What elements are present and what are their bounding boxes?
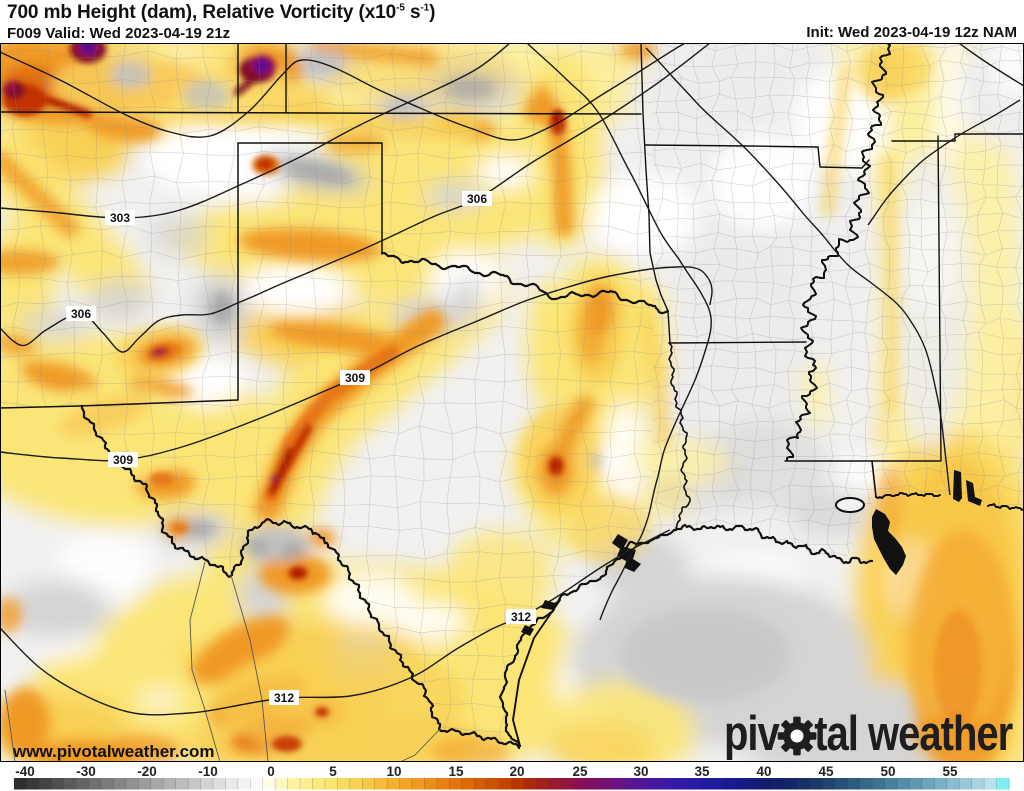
svg-text:45: 45 (818, 764, 834, 779)
svg-text:50: 50 (880, 764, 895, 779)
svg-text:20: 20 (509, 764, 524, 779)
svg-text:-20: -20 (137, 764, 157, 779)
svg-text:0: 0 (267, 764, 275, 779)
svg-text:303: 303 (110, 211, 130, 225)
svg-text:309: 309 (345, 371, 365, 385)
svg-text:-40: -40 (15, 764, 35, 779)
svg-text:55: 55 (942, 764, 958, 779)
svg-text:5: 5 (329, 764, 337, 779)
svg-text:306: 306 (467, 192, 487, 206)
svg-text:25: 25 (572, 764, 588, 779)
svg-text:-30: -30 (76, 764, 96, 779)
svg-text:35: 35 (694, 764, 710, 779)
svg-text:30: 30 (633, 764, 648, 779)
svg-text:309: 309 (113, 453, 133, 467)
svg-text:312: 312 (511, 610, 531, 624)
svg-text:15: 15 (448, 764, 464, 779)
svg-text:306: 306 (71, 307, 91, 321)
svg-text:-10: -10 (198, 764, 218, 779)
svg-text:40: 40 (756, 764, 771, 779)
svg-text:312: 312 (274, 691, 294, 705)
svg-text:10: 10 (386, 764, 401, 779)
